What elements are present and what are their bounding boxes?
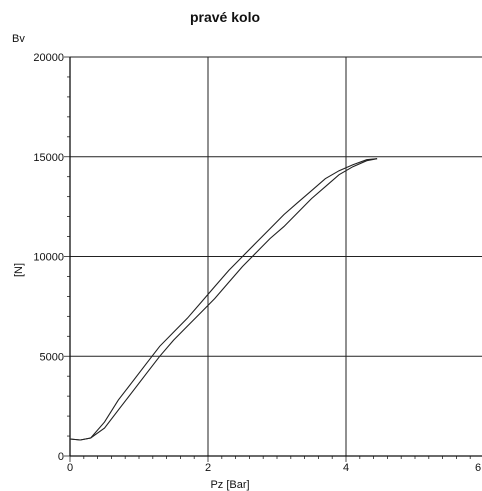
x-axis-label: Pz [Bar] xyxy=(210,479,249,491)
x-tick-label: 0 xyxy=(67,462,73,474)
series-line-1 xyxy=(69,158,378,441)
y-tick-label: 15000 xyxy=(33,152,64,164)
x-tick-label: 6 xyxy=(475,462,481,474)
y-tick-label: 10000 xyxy=(33,252,64,264)
series-line-2 xyxy=(69,158,378,441)
x-tick-label: 4 xyxy=(343,462,349,474)
chart-title: pravé kolo xyxy=(190,9,260,25)
series xyxy=(69,158,378,441)
grid xyxy=(70,56,482,456)
y-tick-label: 5000 xyxy=(40,351,64,363)
x-tick-label: 2 xyxy=(205,462,211,474)
y-axis-label: [N] xyxy=(13,263,25,277)
y-tick-label: 0 xyxy=(58,451,64,463)
corner-label: Bv xyxy=(12,33,25,45)
axes xyxy=(69,57,482,457)
tick-labels: 0 5000 10000 15000 20000 0 2 4 6 xyxy=(33,52,481,474)
y-tick-label: 20000 xyxy=(33,52,64,64)
